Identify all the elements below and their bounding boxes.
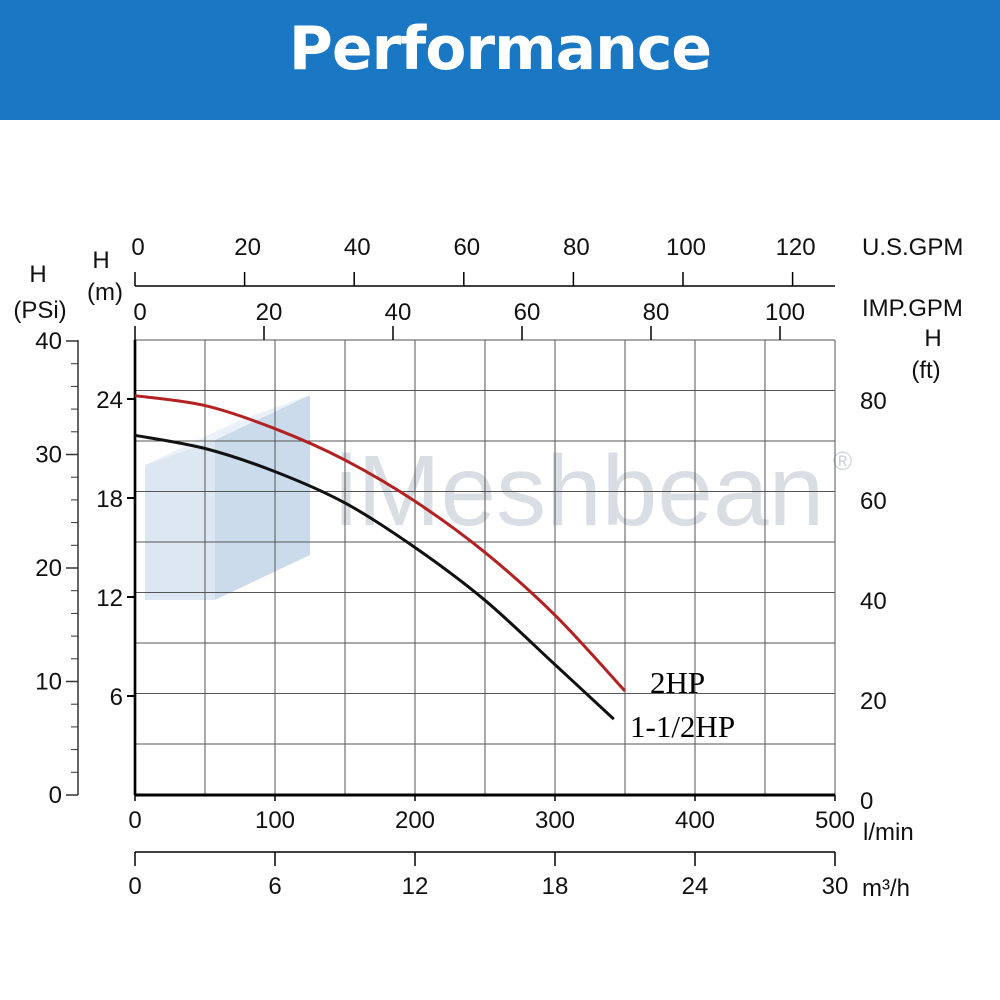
watermark-logo-mark (145, 440, 215, 600)
ft-axis-unit: (ft) (911, 357, 940, 384)
usgpm-tick-label: 20 (234, 234, 261, 261)
usgpm-tick-label: 60 (453, 234, 480, 261)
curve-label-1-5hp: 1-1/2HP (630, 709, 735, 744)
usgpm-axis-title: U.S.GPM (862, 234, 963, 261)
psi-tick-label: 40 (35, 328, 62, 355)
lmin-tick-label: 200 (395, 807, 435, 834)
header-banner: Performance (0, 0, 1000, 120)
page-title: Performance (288, 14, 712, 84)
psi-axis-unit: (PSi) (13, 297, 66, 324)
ft-tick-label: 0 (860, 788, 873, 815)
usgpm-tick-label: 40 (344, 234, 371, 261)
lmin-tick-label: 0 (128, 807, 141, 834)
lmin-axis-title: l/min (863, 819, 914, 846)
usgpm-tick-label: 0 (131, 234, 144, 261)
m-tick-label: 6 (110, 684, 123, 711)
watermark-logo-mark-top (145, 395, 310, 465)
ft-tick-label: 60 (860, 488, 887, 515)
m3h-tick-label: 6 (268, 873, 281, 900)
impgpm-axis-title: IMP.GPM (862, 295, 963, 322)
usgpm-tick-label: 120 (776, 234, 816, 261)
lmin-tick-label: 400 (675, 807, 715, 834)
usgpm-tick-label: 80 (563, 234, 590, 261)
m3h-axis-title: m³/h (862, 875, 910, 902)
m3h-tick-label: 0 (128, 873, 141, 900)
m-tick-label: 12 (96, 585, 123, 612)
impgpm-tick-label: 20 (256, 299, 283, 326)
ft-tick-label: 80 (860, 388, 887, 415)
psi-tick-label: 20 (35, 555, 62, 582)
curve-label-2hp: 2HP (650, 665, 705, 700)
ft-axis-title: H (924, 325, 941, 352)
lmin-tick-label: 300 (535, 807, 575, 834)
m3h-tick-label: 30 (822, 873, 849, 900)
impgpm-tick-label: 100 (765, 299, 805, 326)
psi-tick-label: 10 (35, 669, 62, 696)
chart-axes (66, 272, 836, 866)
psi-tick-label: 0 (49, 782, 62, 809)
impgpm-tick-label: 40 (385, 299, 412, 326)
m-tick-label: 24 (96, 387, 123, 414)
chart-curves (134, 394, 627, 721)
curve-2hp (134, 394, 627, 693)
m3h-tick-label: 24 (682, 873, 709, 900)
ft-tick-label: 20 (860, 688, 887, 715)
usgpm-tick-label: 100 (666, 234, 706, 261)
impgpm-tick-label: 60 (514, 299, 541, 326)
ft-tick-label: 40 (860, 588, 887, 615)
lmin-tick-label: 500 (815, 807, 855, 834)
chart-labels: 403020100H(PSi)2418126H(m)806040200H(ft)… (13, 234, 963, 902)
m3h-tick-label: 18 (542, 873, 569, 900)
impgpm-tick-label: 80 (643, 299, 670, 326)
watermark: iMeshbean ® (145, 395, 852, 600)
psi-axis-title: H (29, 261, 46, 288)
curve-1-5hp (134, 433, 615, 721)
watermark-logo-mark-side (215, 395, 310, 600)
watermark-registered-mark: ® (833, 446, 852, 476)
psi-tick-label: 30 (35, 442, 62, 469)
impgpm-tick-label: 0 (133, 299, 146, 326)
m3h-tick-label: 12 (402, 873, 429, 900)
lmin-tick-label: 100 (255, 807, 295, 834)
m-axis-title: H (92, 247, 109, 274)
m-tick-label: 18 (96, 486, 123, 513)
m-axis-unit: (m) (87, 279, 123, 306)
